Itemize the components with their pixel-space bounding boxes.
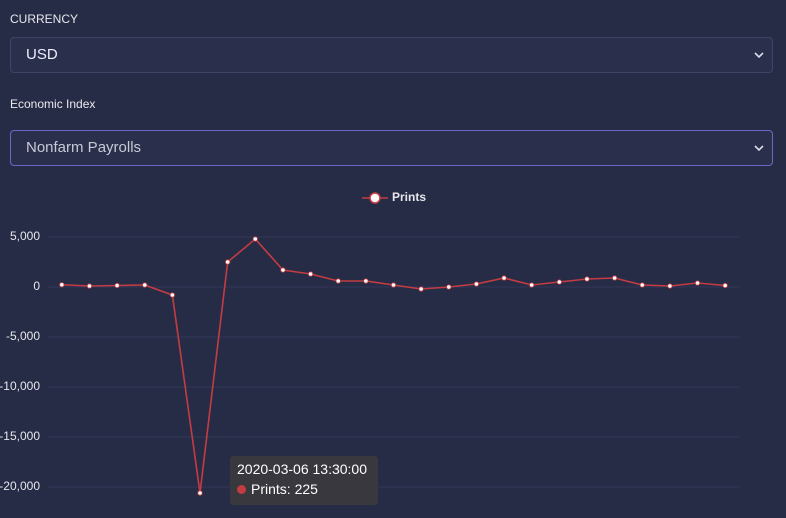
point <box>252 236 258 242</box>
point <box>584 276 590 282</box>
point <box>169 292 175 298</box>
y-tick-label: -15,000 <box>0 429 40 443</box>
point <box>86 283 93 289</box>
point <box>639 282 645 288</box>
point <box>694 280 701 286</box>
chevron <box>754 145 764 152</box>
chevron <box>754 52 764 59</box>
tooltip-dot <box>237 485 246 494</box>
point <box>335 278 341 284</box>
point <box>225 259 231 265</box>
point <box>280 267 286 273</box>
point <box>307 271 314 277</box>
legend-marker <box>369 192 381 204</box>
point <box>667 283 673 289</box>
y-tick-label: 0 <box>33 279 40 293</box>
legend-label: Prints <box>392 190 426 204</box>
series-line <box>61 237 726 494</box>
point <box>612 275 618 281</box>
currency-label: CURRENCY <box>10 12 79 26</box>
y-tick-label: -10,000 <box>0 379 40 393</box>
point <box>529 282 535 288</box>
currency-select[interactable]: USD <box>10 37 773 73</box>
point <box>142 282 148 288</box>
point <box>418 286 424 292</box>
tooltip-title: 2020-03-06 13:30:00 <box>237 461 367 477</box>
index-label: Economic Index <box>10 97 96 111</box>
y-tick-label: 5,000 <box>10 229 40 243</box>
tooltip: 2020-03-06 13:30:00 Prints: 225 <box>230 456 378 505</box>
point <box>363 278 369 284</box>
point <box>473 281 480 287</box>
point <box>446 284 452 290</box>
currency-value: USD <box>26 46 58 63</box>
point <box>197 490 203 496</box>
point <box>390 282 397 288</box>
chart: 5,000 0 -5,000 -10,000 -15,000 -20,000 Prints <box>0 190 739 496</box>
point <box>59 282 65 288</box>
point <box>501 275 507 281</box>
index-value: Nonfarm Payrolls <box>26 139 142 156</box>
y-tick-label: -20,000 <box>0 479 40 493</box>
index-select[interactable]: Nonfarm Payrolls <box>10 130 773 166</box>
tooltip-text: Prints: 225 <box>251 481 318 497</box>
point <box>722 282 728 289</box>
y-tick-label: -5,000 <box>6 329 40 343</box>
point <box>556 279 562 285</box>
point <box>114 282 120 289</box>
